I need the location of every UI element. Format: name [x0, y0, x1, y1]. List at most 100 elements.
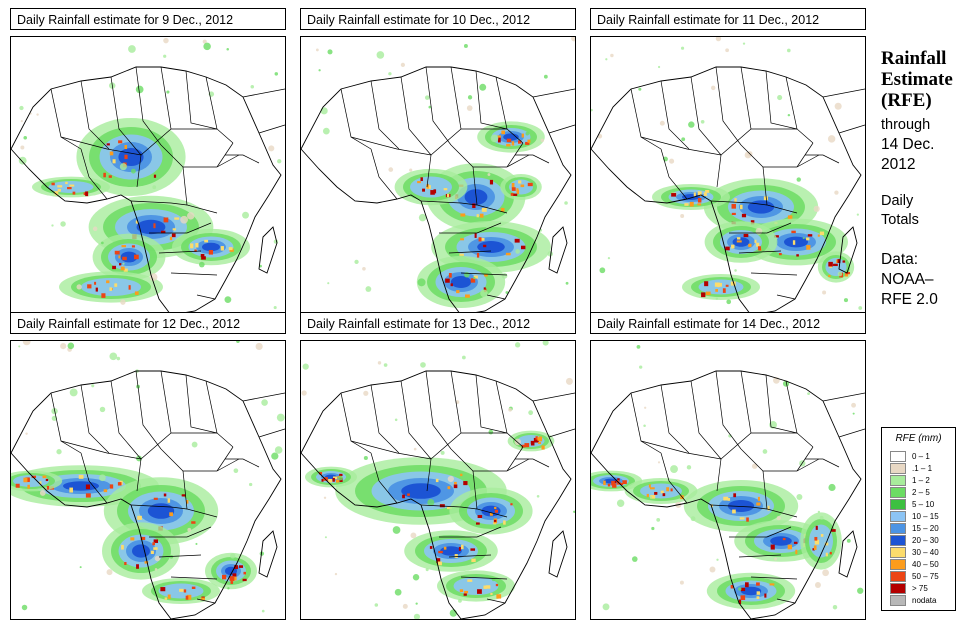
light-rain-speck [827, 135, 836, 143]
heavy-rain-cell [714, 282, 720, 287]
light-rain-speck [834, 102, 842, 110]
heavy-rain-cell [232, 573, 237, 577]
light-rain-speck [226, 47, 229, 51]
heavy-rain-cell [453, 481, 457, 485]
light-rain-speck [20, 120, 23, 123]
light-rain-speck [383, 363, 388, 367]
light-rain-speck [20, 145, 25, 150]
rainfall-map [300, 36, 576, 316]
heavy-rain-cell [764, 593, 767, 598]
light-rain-speck [413, 613, 421, 619]
light-rain-speck [607, 256, 611, 260]
light-rain-speck [334, 572, 338, 576]
light-rain-speck [39, 490, 46, 496]
heavy-rain-cell [85, 191, 89, 197]
product-title: Rainfall Estimate (RFE) [881, 48, 953, 111]
heavy-rain-cell [118, 255, 121, 259]
heavy-rain-cell [39, 481, 42, 486]
rainfall-area [809, 524, 833, 558]
heavy-rain-cell [477, 515, 483, 518]
heavy-rain-cell [153, 547, 158, 550]
heavy-rain-cell [731, 212, 736, 216]
country-border [765, 70, 798, 130]
country-border [216, 142, 234, 168]
country-border [340, 392, 372, 454]
light-rain-speck [163, 54, 167, 58]
light-rain-speck [418, 213, 427, 222]
heavy-rain-cell [485, 585, 491, 589]
heavy-rain-cell [506, 143, 511, 147]
map-panel-dec-14: Daily Rainfall estimate for 14 Dec., 201… [590, 312, 870, 620]
country-border [448, 250, 492, 254]
heavy-rain-cell [756, 502, 761, 506]
light-rain-speck [508, 407, 512, 412]
heavy-rain-cell [447, 486, 451, 490]
heavy-rain-cell [85, 484, 91, 490]
light-rain-speck [128, 45, 136, 53]
heavy-rain-cell [693, 192, 696, 197]
light-rain-speck [639, 365, 643, 369]
heavy-rain-cell [727, 498, 731, 501]
heavy-rain-cell [743, 233, 749, 238]
heavy-rain-cell [622, 480, 627, 485]
heavy-rain-cell [671, 193, 677, 197]
country-border [400, 380, 432, 460]
light-rain-speck [573, 510, 575, 513]
heavy-rain-cell [510, 193, 514, 196]
country-border [135, 67, 162, 146]
light-rain-speck [51, 415, 57, 421]
country-borders [630, 67, 840, 300]
light-rain-speck [659, 120, 665, 126]
heavy-rain-cell [243, 571, 246, 575]
light-rain-speck [180, 215, 188, 224]
light-rain-speck [195, 542, 198, 545]
light-rain-speck [428, 105, 432, 109]
light-rain-speck [505, 291, 509, 294]
country-borders [50, 67, 260, 300]
legend-label: 10 – 15 [912, 511, 939, 521]
rainfall-area [784, 236, 808, 248]
heavy-rain-cell [109, 151, 114, 156]
legend-label: 2 – 5 [912, 487, 930, 497]
heavy-rain-cell [467, 579, 473, 582]
light-rain-speck [787, 48, 791, 53]
light-rain-speck [774, 557, 778, 561]
light-rain-speck [858, 306, 863, 310]
light-rain-speck [249, 482, 253, 487]
country-border [738, 250, 782, 254]
light-rain-speck [277, 159, 282, 164]
heavy-rain-cell [494, 506, 497, 509]
heavy-rain-cell [233, 576, 237, 581]
heavy-rain-cell [483, 585, 487, 589]
light-rain-speck [154, 555, 161, 562]
heavy-rain-cell [153, 174, 157, 178]
light-rain-speck [479, 83, 487, 91]
heavy-rain-cell [518, 140, 522, 144]
country-border [796, 142, 814, 168]
light-rain-speck [755, 227, 763, 235]
rainfall-area [132, 544, 150, 558]
light-rain-speck [203, 42, 211, 51]
light-rain-speck [154, 568, 158, 571]
heavy-rain-cell [459, 589, 464, 593]
heavy-rain-cell [238, 565, 244, 568]
heavy-rain-cell [819, 231, 825, 236]
country-borders [630, 371, 840, 604]
legend-item: 20 – 30 [890, 534, 939, 546]
light-rain-speck [255, 342, 263, 351]
panel-title: Daily Rainfall estimate for 13 Dec., 201… [300, 312, 576, 334]
heavy-rain-cell [510, 503, 513, 506]
light-rain-speck [224, 296, 232, 304]
heavy-rain-cell [220, 246, 224, 251]
heavy-rain-cell [670, 488, 673, 492]
heavy-rain-cell [460, 213, 466, 217]
panel-title: Daily Rainfall estimate for 12 Dec., 201… [10, 312, 286, 334]
heavy-rain-cell [490, 592, 493, 596]
heavy-rain-cell [335, 479, 340, 483]
country-border [185, 70, 218, 130]
heavy-rain-cell [167, 594, 171, 599]
light-rain-speck [302, 363, 309, 370]
heavy-rain-cell [828, 261, 833, 267]
heavy-rain-cell [174, 217, 180, 220]
heavy-rain-cell [465, 294, 470, 298]
